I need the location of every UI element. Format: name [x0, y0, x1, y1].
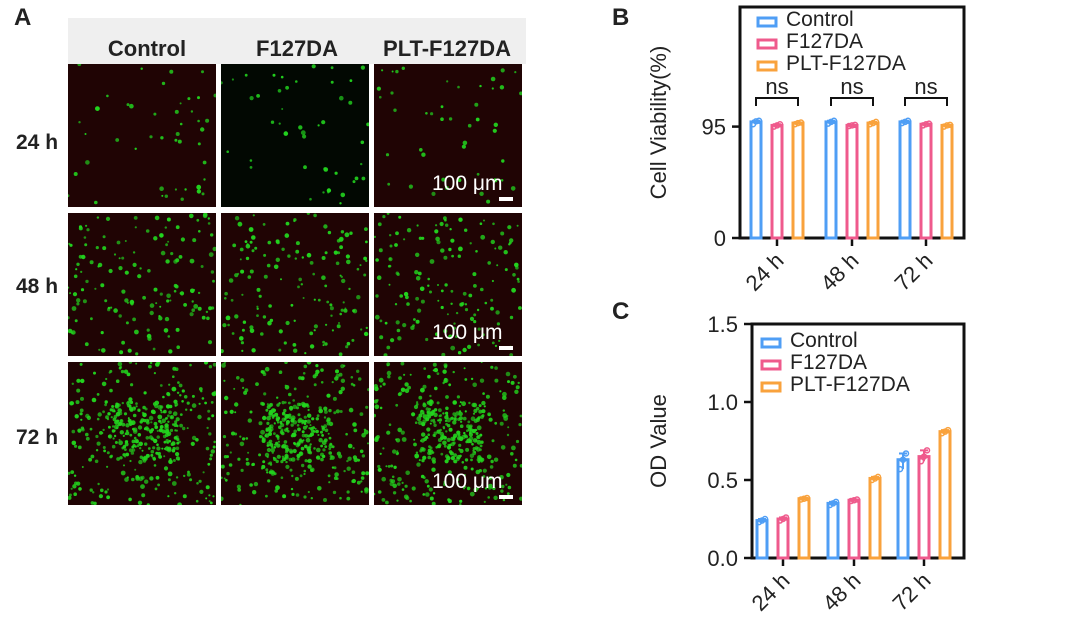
scale-bar-label-24h: 100 μm — [432, 172, 503, 195]
column-header-plt-f127da: PLT-F127DA — [383, 36, 511, 61]
row-header-48h: 48 h — [16, 275, 59, 298]
bar — [847, 498, 861, 560]
bar — [845, 123, 859, 240]
y-tick-label: 0.5 — [707, 468, 738, 493]
legend-swatch — [756, 16, 778, 28]
scale-bar-label-48h: 100 μm — [432, 321, 503, 344]
bar — [770, 123, 784, 240]
scale-bar-label-72h: 100 μm — [432, 470, 503, 493]
legend-label: Control — [790, 329, 858, 352]
micrograph-tile — [374, 213, 522, 356]
legend-swatch — [760, 359, 782, 371]
bar — [824, 120, 838, 240]
scale-bar-24h — [499, 197, 513, 201]
x-tick-label: 24 h — [747, 568, 795, 616]
micrograph-tile — [68, 213, 216, 356]
data-point — [773, 122, 781, 129]
x-tick-label: 72 h — [890, 248, 938, 296]
y-axis-label: OD Value — [646, 394, 671, 488]
y-tick-label: 0 — [714, 226, 726, 251]
bar — [826, 501, 840, 560]
legend-label: F127DA — [786, 30, 863, 53]
row-header-24h: 24 h — [16, 131, 59, 154]
bar — [896, 458, 910, 560]
data-point — [896, 465, 904, 473]
bar — [917, 455, 931, 560]
x-tick-label: 48 h — [818, 568, 866, 616]
micrograph-tile — [221, 362, 369, 505]
column-header-band — [68, 18, 526, 64]
bar — [755, 519, 769, 560]
micrograph-tile — [374, 64, 522, 207]
panel-label-c: C — [612, 298, 630, 325]
panel-label-a: A — [14, 4, 32, 31]
legend-swatch — [756, 38, 778, 50]
micrograph-tile — [68, 362, 216, 505]
bar — [776, 517, 790, 560]
x-tick-label: 48 h — [816, 248, 864, 296]
scale-bar-72h — [499, 495, 513, 499]
significance-bracket — [904, 97, 948, 106]
bar — [791, 121, 805, 240]
cell-viability-chart: 0 95 Cell Viability(%) 24 h ns 48 h ns 72 h ns Co… — [646, 5, 966, 296]
bar — [938, 430, 952, 560]
y-tick-label: 1.5 — [707, 312, 738, 337]
micrograph-tile — [221, 64, 369, 207]
legend-swatch — [760, 381, 782, 393]
y-tick-label: 0.0 — [707, 546, 738, 571]
x-tick-label: 24 h — [741, 248, 789, 296]
data-point — [869, 119, 877, 127]
legend-label: Control — [786, 8, 854, 31]
scale-bar-48h — [499, 346, 513, 350]
micrograph-tile — [68, 64, 216, 207]
data-point — [901, 118, 909, 126]
significance-bracket — [755, 97, 799, 106]
legend-swatch — [756, 60, 778, 72]
micrograph-tile — [374, 362, 522, 505]
bar — [940, 123, 954, 240]
data-point — [827, 118, 835, 126]
y-tick-label: 95 — [702, 115, 726, 140]
significance-bracket — [830, 97, 874, 106]
bar — [919, 122, 933, 240]
micrograph-panel: Control F127DA PLT-F127DA 24 h 48 h 72 h… — [0, 0, 560, 560]
od-value-chart: 0.0 0.5 1.0 1.5 OD Value 24 h 48 h 72 h ControlF… — [646, 312, 966, 616]
y-axis-label: Cell Viability(%) — [646, 46, 671, 200]
legend-label: PLT-F127DA — [790, 373, 910, 396]
bar — [898, 120, 912, 240]
micrograph-tile — [221, 213, 369, 356]
bar — [797, 497, 811, 560]
x-tick-label: 72 h — [888, 568, 936, 616]
column-header-f127da: F127DA — [256, 36, 338, 61]
legend-label: F127DA — [790, 351, 867, 374]
significance-label: ns — [914, 74, 937, 99]
bar — [866, 121, 880, 240]
significance-label: ns — [840, 74, 863, 99]
significance-label: ns — [765, 74, 788, 99]
bar — [749, 120, 763, 240]
column-header-control: Control — [107, 36, 187, 61]
legend-label: PLT-F127DA — [786, 52, 906, 75]
legend-swatch — [760, 337, 782, 349]
y-tick-label: 1.0 — [707, 390, 738, 415]
bar — [868, 476, 882, 560]
row-header-72h: 72 h — [16, 426, 59, 449]
panel-label-b: B — [612, 4, 630, 31]
